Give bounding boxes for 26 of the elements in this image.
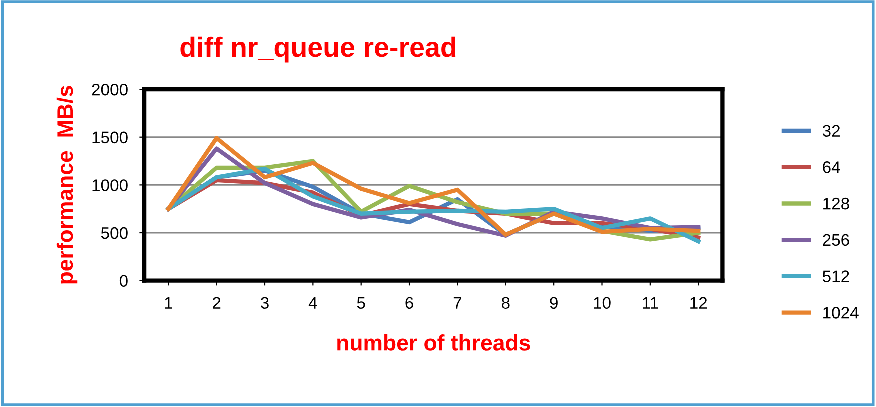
y-tick-label: 500	[101, 227, 128, 240]
legend-label: 128	[824, 198, 850, 210]
legend-label: 512	[822, 270, 850, 282]
legend-label: 256	[823, 234, 850, 246]
x-tick-label: 8	[502, 297, 510, 310]
x-tick-label: 5	[357, 297, 366, 310]
x-axis-title: number of threads	[338, 334, 530, 351]
y-tick-label: 1000	[92, 180, 128, 192]
x-tick-label: 6	[406, 297, 414, 310]
legend-label: 64	[823, 162, 840, 174]
x-tick-label: 4	[308, 297, 318, 309]
y-tick-label: 0	[120, 275, 128, 288]
chart-title: diff nr_queue re-read	[180, 36, 456, 63]
x-tick-label: 12	[690, 297, 708, 309]
y-axis-title: performance MB/s	[56, 86, 78, 284]
x-tick-label: 9	[550, 297, 558, 310]
x-tick-label: 10	[594, 297, 611, 310]
x-tick-label: 1	[165, 297, 172, 309]
x-tick-label: 2	[213, 297, 221, 309]
y-tick-label: 1500	[92, 132, 128, 144]
legend-label: 32	[822, 125, 840, 137]
x-tick-label: 3	[260, 297, 269, 310]
y-tick-label: 2000	[92, 84, 128, 96]
x-tick-label: 11	[643, 297, 658, 309]
legend-label: 1024	[824, 307, 859, 319]
x-tick-label: 7	[454, 297, 462, 309]
